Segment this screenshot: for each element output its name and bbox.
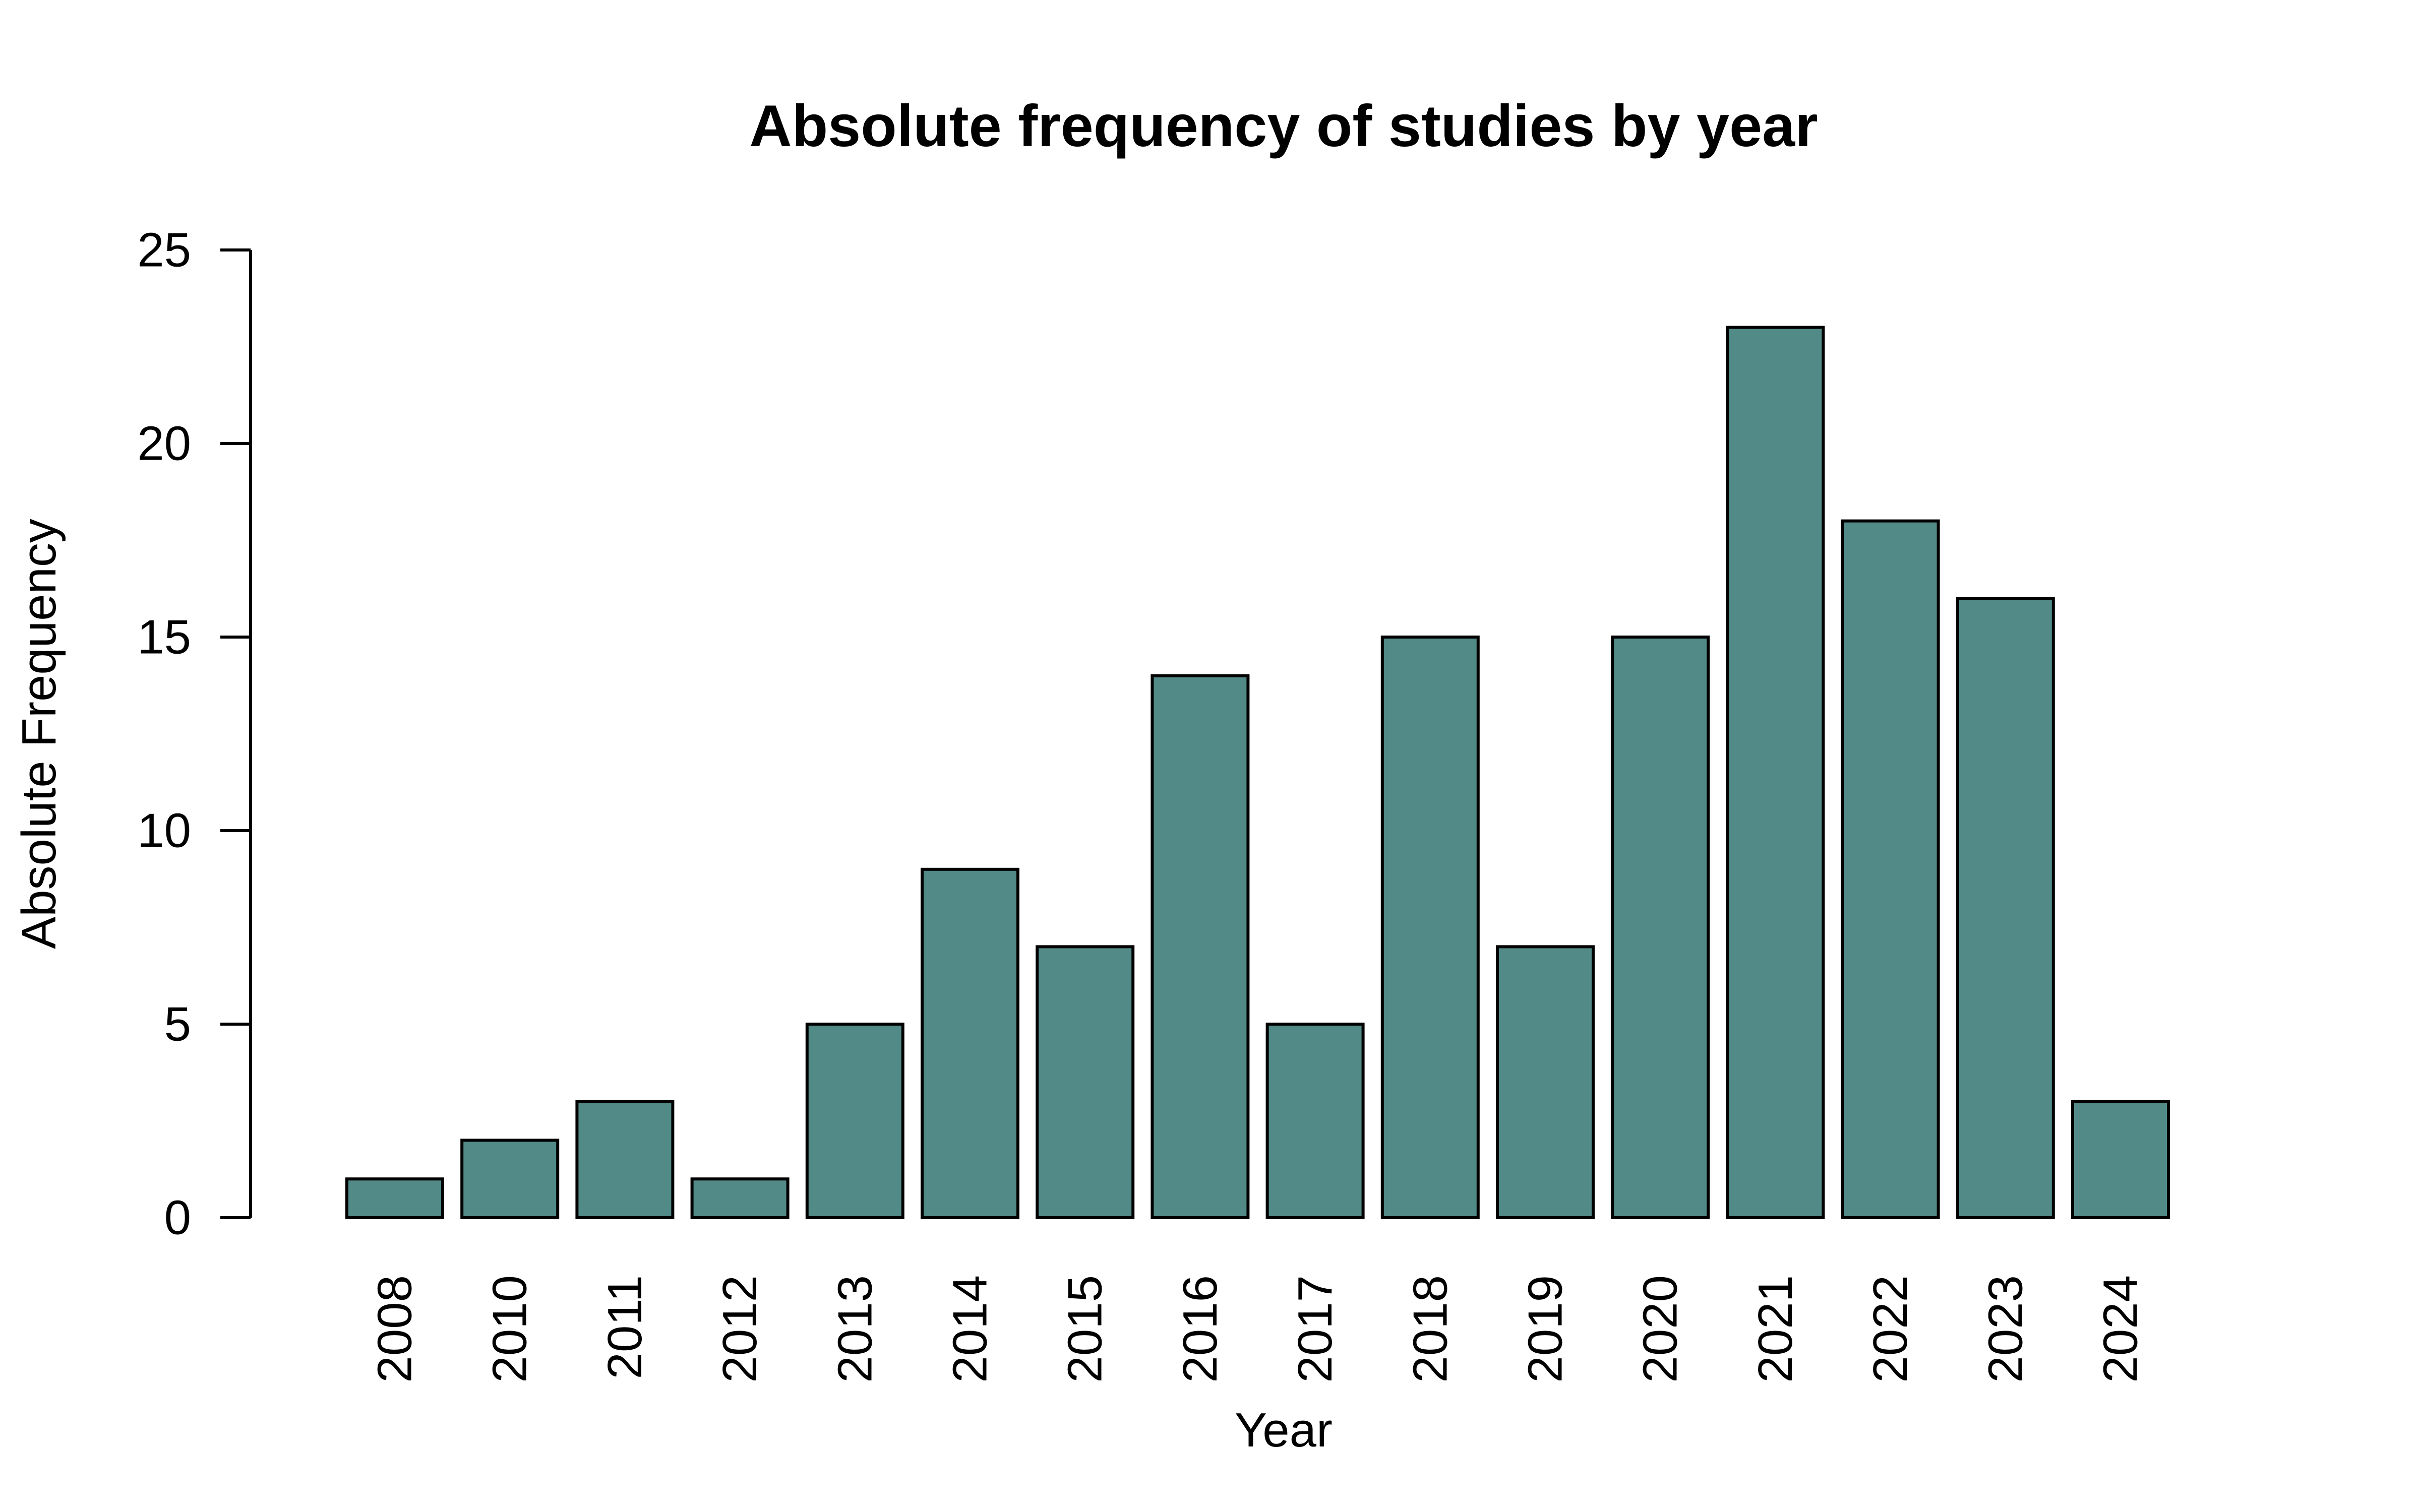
bar-2013	[805, 1023, 904, 1219]
bar-2012	[690, 1177, 790, 1219]
chart-title: Absolute frequency of studies by year	[749, 93, 1818, 159]
x-tick-label: 2017	[1288, 1275, 1342, 1383]
x-tick-label: 2021	[1748, 1275, 1802, 1383]
x-tick-label: 2012	[713, 1275, 767, 1383]
x-tick-label: 2020	[1634, 1275, 1687, 1383]
y-tick-label: 10	[137, 804, 191, 858]
bar-2019	[1496, 945, 1595, 1219]
x-tick-label: 2014	[943, 1275, 997, 1383]
x-tick-label: 2015	[1058, 1275, 1112, 1383]
bar-2021	[1726, 326, 1825, 1219]
x-tick-label: 2016	[1173, 1275, 1227, 1383]
x-tick-label: 2023	[1978, 1275, 2032, 1383]
y-tick-label: 15	[137, 610, 191, 664]
x-tick-label: 2018	[1403, 1275, 1457, 1383]
bar-2020	[1611, 636, 1710, 1219]
y-tick-label: 20	[137, 417, 191, 471]
x-tick-label: 2008	[368, 1275, 422, 1383]
bar-2024	[2071, 1100, 2170, 1220]
bar-2016	[1151, 674, 1250, 1219]
bar-2010	[460, 1139, 560, 1219]
y-axis-label: Absolute Frequency	[12, 519, 66, 949]
x-tick-label: 2024	[2094, 1275, 2148, 1383]
bar-2015	[1036, 945, 1135, 1219]
bar-2022	[1841, 519, 1940, 1219]
bar-2017	[1265, 1023, 1365, 1219]
y-axis: 0 5 10 15 20 25	[137, 223, 252, 1245]
x-axis-label: Year	[1235, 1403, 1333, 1457]
x-tick-label: 2022	[1863, 1275, 1917, 1383]
bar-2014	[921, 867, 1019, 1220]
bar-2018	[1380, 636, 1480, 1219]
x-tick-label: 2010	[483, 1275, 537, 1383]
y-tick-label: 25	[137, 223, 191, 277]
x-axis-tick-labels: 2008 2010 2011 2012 2013 2014 2015 2016 2017 2018…	[368, 1275, 2148, 1383]
bar-2008	[345, 1177, 444, 1219]
y-tick-label: 5	[164, 997, 191, 1051]
x-tick-label: 2013	[828, 1275, 882, 1383]
bars-group	[345, 326, 2170, 1220]
bar-2011	[575, 1100, 675, 1220]
y-tick-label: 0	[164, 1191, 191, 1245]
x-tick-label: 2019	[1519, 1275, 1572, 1383]
bar-2023	[1956, 597, 2055, 1219]
x-tick-label: 2011	[598, 1275, 652, 1379]
